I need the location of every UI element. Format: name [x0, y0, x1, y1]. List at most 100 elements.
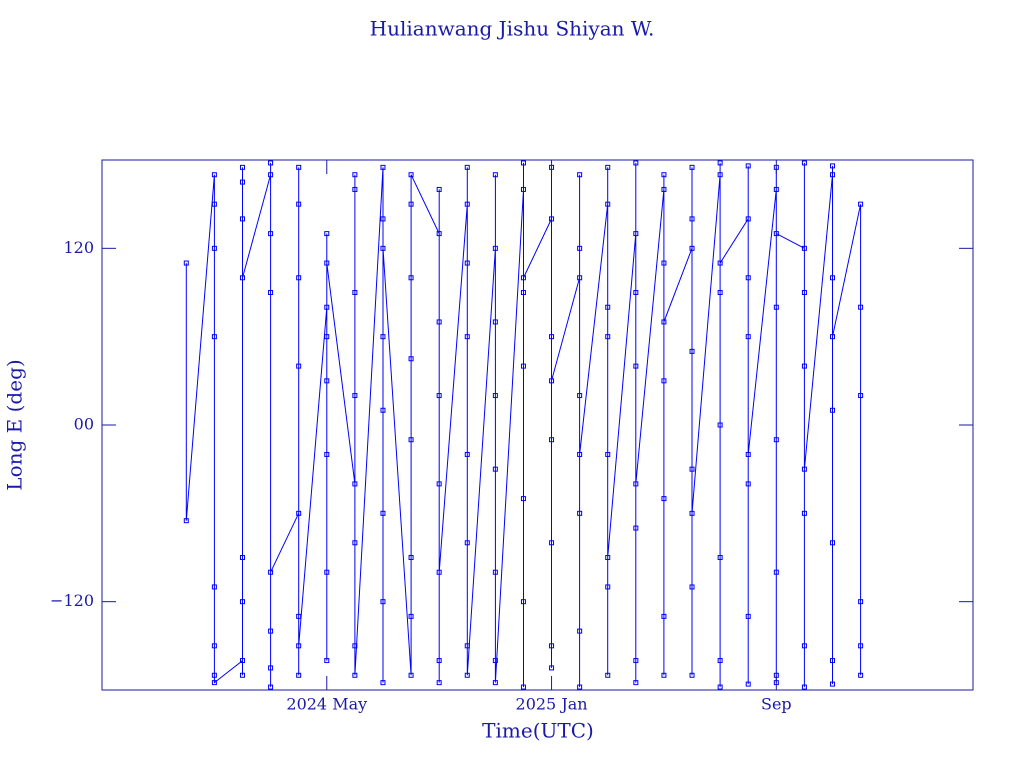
data-point: [492, 393, 498, 399]
data-point: [380, 510, 386, 516]
y-tick-label: 120: [63, 238, 94, 257]
data-point: [717, 658, 723, 664]
data-point: [858, 201, 864, 207]
data-point: [605, 164, 611, 170]
data-point: [408, 672, 414, 678]
data-point: [436, 658, 442, 664]
data-point: [801, 160, 807, 166]
data-point: [492, 680, 498, 686]
data-point: [745, 216, 751, 222]
data-point: [773, 569, 779, 575]
data-point: [717, 260, 723, 266]
data-point: [830, 275, 836, 281]
data-point: [464, 451, 470, 457]
data-point: [549, 643, 555, 649]
data-point: [633, 290, 639, 295]
data-point: [239, 672, 245, 678]
data-point: [183, 260, 189, 266]
data-point: [577, 510, 583, 516]
data-point: [661, 496, 667, 502]
data-point: [689, 216, 695, 222]
data-point: [352, 540, 358, 546]
data-point: [717, 290, 723, 295]
data-point: [492, 319, 498, 325]
data-point: [745, 163, 751, 169]
data-point: [352, 672, 358, 678]
data-point: [549, 437, 555, 443]
data-point: [408, 356, 414, 362]
data-point: [801, 290, 807, 295]
data-point: [520, 275, 526, 281]
data-point: [408, 172, 414, 178]
data-point: [268, 290, 274, 295]
data-point: [268, 684, 274, 690]
data-line: [185, 162, 862, 688]
data-point: [605, 201, 611, 207]
data-point: [520, 160, 526, 166]
data-point: [745, 681, 751, 687]
data-point: [268, 569, 274, 575]
data-point: [858, 393, 864, 399]
data-point: [717, 172, 723, 178]
data-point: [520, 186, 526, 192]
data-point: [296, 275, 302, 281]
data-point: [689, 466, 695, 472]
data-point: [773, 304, 779, 310]
data-point: [549, 216, 555, 222]
data-point: [211, 334, 217, 340]
data-point: [408, 201, 414, 207]
data-point: [436, 680, 442, 686]
data-point: [211, 245, 217, 251]
data-point: [577, 172, 583, 178]
data-point: [296, 363, 302, 369]
data-point: [380, 680, 386, 686]
data-point: [661, 260, 667, 266]
data-point: [408, 555, 414, 560]
data-point: [296, 510, 302, 516]
data-point: [520, 684, 526, 690]
data-point: [605, 672, 611, 678]
data-point: [745, 451, 751, 457]
y-tick-label: 00: [74, 415, 94, 434]
data-point: [577, 245, 583, 251]
chart-title: Hulianwang Jishu Shiyan W.: [370, 17, 655, 41]
data-point: [549, 334, 555, 340]
data-point: [464, 540, 470, 546]
data-point: [605, 451, 611, 457]
data-point: [745, 481, 751, 487]
data-point: [408, 275, 414, 281]
data-point: [633, 680, 639, 686]
data-point: [492, 466, 498, 472]
data-point: [577, 684, 583, 690]
data-point: [773, 437, 779, 443]
data-point: [577, 628, 583, 634]
data-point: [324, 304, 330, 310]
data-point: [492, 172, 498, 178]
data-point: [633, 160, 639, 166]
data-point: [324, 260, 330, 266]
data-point: [717, 422, 723, 428]
data-point: [633, 481, 639, 487]
data-point: [436, 231, 442, 237]
data-point: [830, 681, 836, 687]
data-point: [801, 245, 807, 251]
data-point: [239, 555, 245, 560]
data-point: [801, 643, 807, 649]
data-point: [830, 407, 836, 413]
data-point: [605, 334, 611, 340]
data-point: [268, 160, 274, 166]
data-point: [633, 231, 639, 237]
data-point: [324, 231, 330, 237]
data-point: [661, 672, 667, 678]
data-point: [830, 334, 836, 340]
data-point: [352, 186, 358, 192]
data-point: [296, 672, 302, 678]
data-point: [549, 540, 555, 546]
data-point: [520, 599, 526, 605]
data-point: [464, 334, 470, 340]
data-point: [352, 290, 358, 295]
data-point: [745, 275, 751, 281]
data-point: [324, 569, 330, 575]
data-point: [464, 164, 470, 170]
data-point: [773, 186, 779, 192]
